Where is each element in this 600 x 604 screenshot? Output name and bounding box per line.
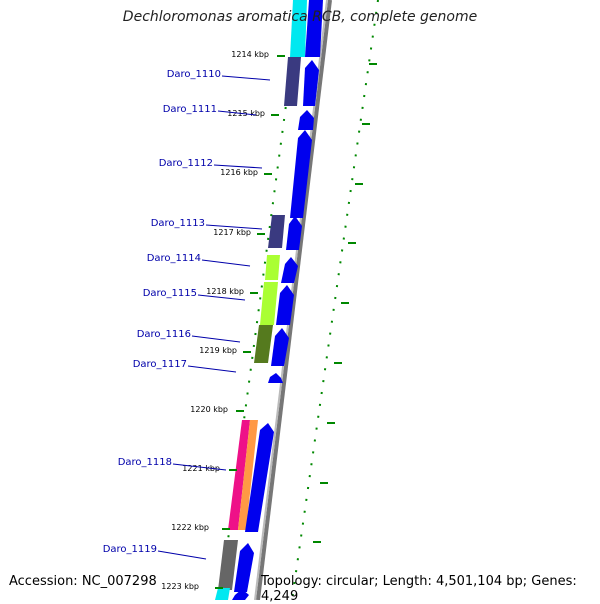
- cog-strip-daro-1116: [254, 325, 273, 363]
- gene-leader-lines: [157, 75, 271, 560]
- cog-strip-cyan-bottom: [215, 588, 230, 600]
- gene-label-daro-1116[interactable]: Daro_1116: [137, 329, 191, 340]
- gene-arrow-bottom: [232, 589, 249, 600]
- kbp-label: 1217 kbp: [213, 228, 251, 237]
- backbone-dark: [256, 0, 332, 600]
- kbp-label: 1221 kbp: [182, 464, 220, 473]
- kbp-label: 1219 kbp: [199, 346, 237, 355]
- kbp-label: 1223 kbp: [161, 582, 199, 591]
- gene-arrow-daro-1115: [276, 285, 294, 325]
- gene-arrow-daro-1117: [268, 373, 283, 383]
- outer-dotted-guide: [291, 0, 379, 600]
- gene-arrow-daro-1118: [245, 423, 274, 532]
- leader-line: [191, 335, 241, 343]
- map-title: Dechloromonas aromatica RCB, complete ge…: [122, 9, 478, 25]
- leader-line: [187, 365, 237, 373]
- kbp-tick-marks: [215, 55, 377, 589]
- gene-label-daro-1111[interactable]: Daro_1111: [163, 104, 217, 115]
- gene-arrow-daro-1113: [286, 216, 302, 250]
- leader-line: [172, 463, 227, 471]
- gene-arrow-daro-1119: [234, 543, 254, 592]
- leader-line: [217, 110, 257, 116]
- gene-label-daro-1119[interactable]: Daro_1119: [103, 544, 157, 555]
- gene-label-daro-1118[interactable]: Daro_1118: [118, 457, 172, 468]
- cog-strip-daro-1110: [284, 57, 301, 106]
- gene-arrow-top: [305, 0, 323, 57]
- kbp-label: 1214 kbp: [231, 50, 269, 59]
- gene-arrow-daro-1114: [281, 257, 298, 283]
- gene-label-daro-1113[interactable]: Daro_1113: [151, 218, 205, 229]
- gene-arrow-daro-1111: [298, 110, 314, 130]
- leader-line: [201, 259, 251, 267]
- gene-labels: Daro_1110 Daro_1111 Daro_1112 Daro_1113 …: [103, 69, 221, 555]
- cog-strip-daro-1114: [265, 255, 280, 280]
- leader-line: [157, 550, 207, 560]
- leader-line: [213, 164, 263, 169]
- accession-text: Accession: NC_007298: [9, 574, 157, 589]
- cog-strip-daro-1118-magenta: [228, 420, 250, 530]
- gene-label-daro-1112[interactable]: Daro_1112: [159, 158, 213, 169]
- gene-label-daro-1115[interactable]: Daro_1115: [143, 288, 197, 299]
- gene-label-daro-1117[interactable]: Daro_1117: [133, 359, 187, 370]
- gene-label-daro-1114[interactable]: Daro_1114: [147, 253, 201, 264]
- kbp-label: 1222 kbp: [171, 523, 209, 532]
- cog-strips: [215, 0, 307, 600]
- leader-line: [197, 294, 246, 301]
- kbp-label: 1220 kbp: [190, 405, 228, 414]
- gene-arrow-daro-1116: [271, 328, 289, 366]
- gene-arrow-daro-1112: [290, 130, 312, 218]
- cog-strip-cyan-top: [290, 0, 307, 57]
- leader-line: [205, 224, 263, 230]
- gene-arrows: [232, 0, 323, 600]
- cog-strip-daro-1115: [260, 282, 278, 325]
- cog-strip-daro-1113: [268, 215, 285, 248]
- kbp-label: 1218 kbp: [206, 287, 244, 296]
- gene-arrow-daro-1110: [303, 60, 319, 106]
- cog-strip-daro-1119: [218, 540, 238, 590]
- cog-strip-daro-1118-orange: [238, 420, 258, 530]
- leader-line: [221, 75, 271, 81]
- kbp-label: 1216 kbp: [220, 168, 258, 177]
- gene-label-daro-1110[interactable]: Daro_1110: [167, 69, 221, 80]
